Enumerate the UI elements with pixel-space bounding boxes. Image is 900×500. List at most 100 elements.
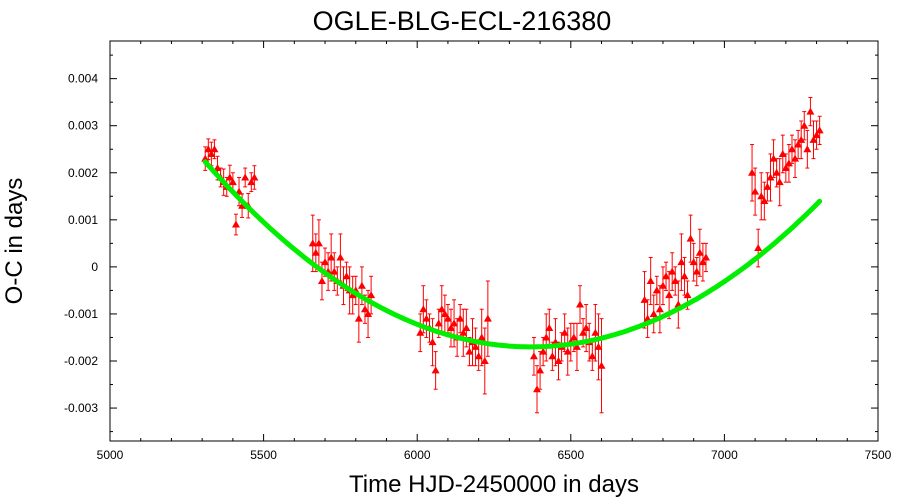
data-point — [683, 291, 692, 299]
data-point — [579, 328, 588, 336]
data-point — [686, 234, 695, 242]
data-point — [446, 324, 455, 332]
data-point — [754, 244, 763, 252]
data-point — [416, 328, 425, 336]
error-bars — [203, 96, 822, 414]
data-point — [536, 366, 545, 374]
data-point — [751, 187, 760, 195]
y-tick-label: 0.004 — [68, 72, 98, 86]
data-point — [548, 352, 557, 360]
data-point — [364, 309, 373, 317]
data-point — [591, 328, 600, 336]
data-point — [459, 328, 468, 336]
data-point — [357, 281, 366, 289]
data-point — [757, 192, 766, 200]
data-point — [462, 324, 471, 332]
data-point — [778, 149, 787, 157]
data-point — [680, 272, 689, 280]
data-point — [250, 173, 259, 181]
data-point — [689, 258, 698, 266]
data-point — [529, 352, 538, 360]
data-point — [695, 248, 704, 256]
data-point — [336, 253, 345, 261]
y-tick-label: 0 — [91, 260, 98, 274]
data-point — [533, 385, 542, 393]
data-point — [311, 248, 320, 256]
x-axis-ticks: 5000 5500 6000 6500 7000 7500 — [97, 41, 892, 462]
data-point — [781, 164, 790, 172]
data-point — [665, 291, 674, 299]
y-axis-ticks: -0.003 -0.002 -0.001 0 0.001 0.002 0.003 0.004 — [64, 54, 878, 433]
data-point — [327, 253, 336, 261]
data-point — [662, 272, 671, 280]
data-point — [228, 178, 237, 186]
data-point — [342, 272, 351, 280]
x-tick-label: 7500 — [865, 448, 892, 462]
y-axis-label: O-C in days — [1, 178, 28, 305]
x-axis-label: Time HJD-2450000 in days — [349, 471, 639, 498]
data-point — [456, 314, 465, 322]
data-point — [748, 168, 757, 176]
data-point — [797, 135, 806, 143]
y-tick-label: -0.001 — [64, 307, 98, 321]
data-point — [348, 291, 357, 299]
data-point — [419, 305, 428, 313]
data-point — [668, 267, 677, 275]
data-point — [308, 239, 317, 247]
data-point — [554, 357, 563, 364]
data-point — [545, 324, 554, 332]
y-tick-label: 0.002 — [68, 166, 98, 180]
data-point — [474, 352, 483, 360]
data-point — [803, 145, 812, 153]
data-point — [791, 154, 800, 162]
data-point — [471, 342, 480, 350]
data-point — [539, 347, 548, 355]
data-point — [766, 173, 775, 181]
data-point — [241, 173, 250, 181]
data-point — [800, 121, 809, 129]
data-point — [701, 253, 710, 261]
plot-area: 5000 5500 6000 6500 7000 7500 -0.003 -0.002 -0.… — [64, 40, 892, 462]
data-point — [815, 126, 824, 134]
data-point — [465, 347, 474, 355]
data-point — [671, 277, 680, 284]
y-tick-label: -0.003 — [64, 401, 98, 415]
data-point — [440, 309, 449, 317]
data-point — [658, 281, 667, 289]
data-point — [640, 295, 649, 303]
data-point — [769, 154, 778, 162]
data-point — [588, 352, 597, 360]
data-point — [794, 140, 803, 148]
data-point — [431, 366, 440, 374]
data-point — [422, 314, 431, 322]
data-point — [594, 342, 603, 350]
data-point — [806, 107, 815, 115]
data-point — [201, 154, 210, 162]
x-tick-label: 5000 — [97, 448, 124, 462]
plot-frame — [109, 40, 879, 442]
data-point — [225, 173, 234, 181]
data-point — [330, 267, 339, 275]
data-point — [213, 164, 222, 172]
data-point — [434, 319, 443, 327]
data-point — [354, 314, 363, 322]
data-point — [207, 149, 216, 157]
y-tick-label: -0.002 — [64, 354, 98, 368]
y-tick-label: 0.003 — [68, 119, 98, 133]
data-point — [655, 305, 664, 313]
data-point — [677, 258, 686, 266]
data-point — [480, 357, 489, 364]
data-point — [582, 324, 591, 332]
data-point — [812, 131, 821, 139]
data-point — [317, 277, 326, 284]
x-tick-label: 6500 — [557, 448, 584, 462]
data-point — [569, 333, 578, 341]
data-point — [204, 145, 213, 153]
data-point — [367, 291, 376, 299]
data-point — [443, 314, 452, 322]
data-point — [210, 145, 219, 153]
data-point — [572, 342, 581, 350]
data-point — [437, 305, 446, 313]
data-point — [450, 319, 459, 327]
